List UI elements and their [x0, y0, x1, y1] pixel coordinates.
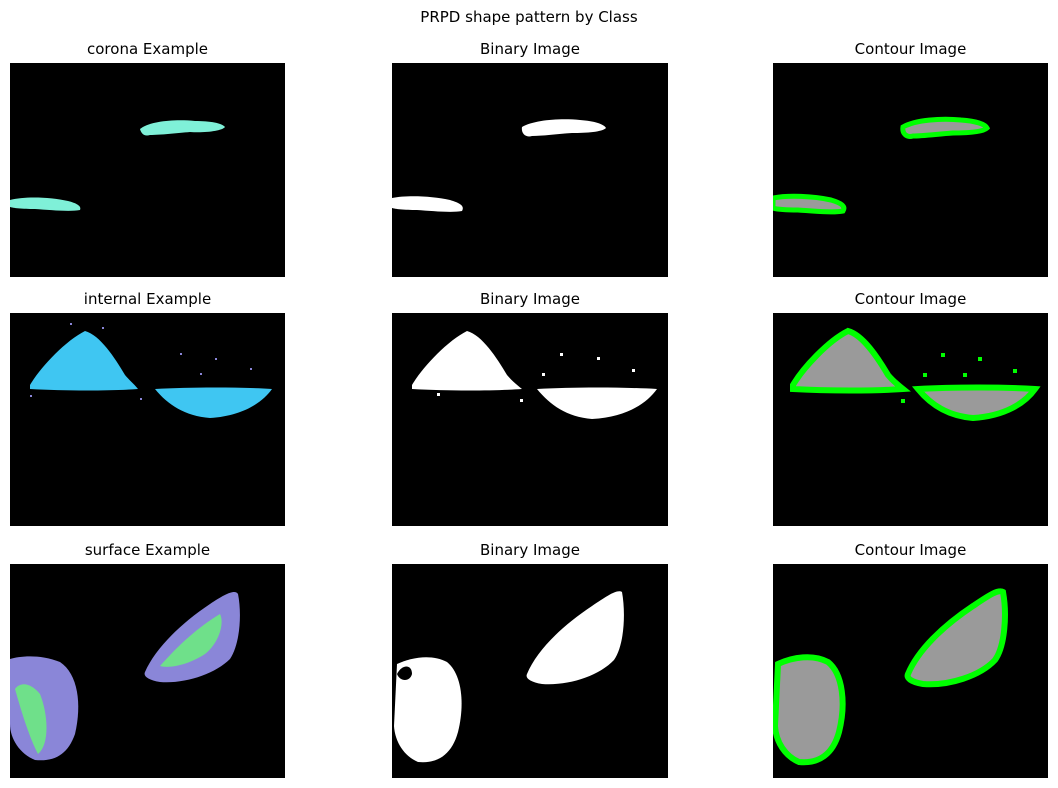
surface-binary-image: [392, 564, 668, 778]
surface-contour-image: [773, 564, 1048, 778]
corona-binary-image: [392, 63, 668, 277]
internal-contour-panel: Contour Image: [773, 290, 1048, 526]
corona-contour-title: Contour Image: [854, 40, 967, 58]
surface-contour-title: Contour Image: [854, 541, 967, 559]
internal-example-image: [10, 313, 285, 526]
surface-example-title: surface Example: [84, 541, 211, 559]
corona-binary-panel: Binary Image: [392, 40, 668, 277]
corona-example-panel: corona Example: [10, 40, 285, 277]
corona-binary-title: Binary Image: [480, 40, 580, 58]
surface-contour-panel: Contour Image: [773, 541, 1048, 778]
corona-contour-image: [773, 63, 1048, 277]
surface-binary-panel: Binary Image: [392, 541, 668, 778]
corona-example-title: corona Example: [87, 40, 208, 58]
internal-binary-title: Binary Image: [480, 290, 580, 308]
surface-example-panel: surface Example: [10, 541, 285, 778]
corona-example-image: [10, 63, 285, 277]
internal-binary-panel: Binary Image: [392, 290, 668, 526]
figure-title: PRPD shape pattern by Class: [420, 8, 638, 26]
surface-binary-title: Binary Image: [480, 541, 580, 559]
surface-example-image: [10, 564, 285, 778]
internal-example-title: internal Example: [83, 290, 212, 308]
corona-contour-panel: Contour Image: [773, 40, 1048, 277]
internal-contour-image: [773, 313, 1048, 526]
internal-example-panel: internal Example: [10, 290, 285, 526]
internal-binary-image: [392, 313, 668, 526]
internal-contour-title: Contour Image: [854, 290, 967, 308]
